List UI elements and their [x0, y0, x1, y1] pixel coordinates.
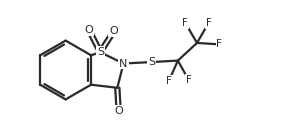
- Text: O: O: [85, 25, 94, 35]
- Text: S: S: [97, 47, 104, 57]
- Text: N: N: [119, 59, 128, 69]
- Text: F: F: [182, 18, 188, 28]
- Text: O: O: [114, 106, 123, 116]
- Text: F: F: [185, 75, 192, 85]
- Text: F: F: [166, 76, 172, 86]
- Text: F: F: [206, 18, 212, 28]
- Text: O: O: [109, 26, 118, 36]
- Text: F: F: [217, 39, 222, 49]
- Text: S: S: [148, 57, 155, 67]
